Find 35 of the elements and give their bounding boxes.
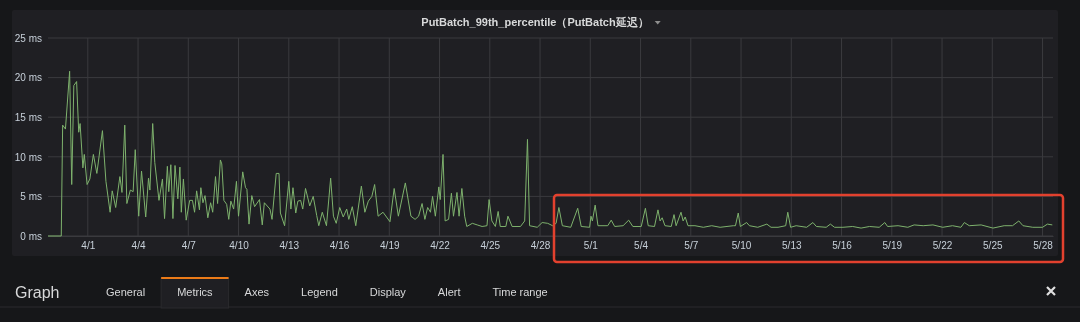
x-tick-label: 5/7 (684, 240, 699, 252)
x-tick-label: 5/10 (731, 240, 752, 252)
x-tick-label: 4/28 (530, 240, 551, 252)
x-tick-label: 4/7 (181, 240, 197, 252)
text: Axes (244, 286, 270, 298)
text: Display (369, 286, 407, 298)
x-tick-label: 5/16 (832, 240, 853, 252)
x-tick-label: 4/19 (380, 240, 400, 252)
x-tick-label: 5/22 (932, 240, 953, 252)
text: Metrics (177, 286, 214, 298)
text: Time range (492, 286, 548, 298)
y-tick-label: 0 ms (20, 230, 42, 242)
x-tick-label: 4/13 (279, 240, 300, 252)
x-tick-label: 5/1 (583, 240, 599, 252)
x-tick-label: 5/28 (1033, 240, 1054, 252)
x-tick-label: 4/10 (229, 240, 250, 252)
text: General (106, 286, 146, 298)
y-tick-label: 15 ms (14, 111, 42, 123)
text: Graph (15, 284, 60, 301)
y-tick-label: 10 ms (14, 151, 42, 163)
x-tick-label: 5/25 (983, 240, 1003, 252)
y-tick-label: 25 ms (14, 32, 42, 44)
x-tick-label: 4/25 (480, 240, 501, 252)
x-tick-label: 5/19 (882, 240, 903, 252)
x-tick-label: 4/22 (430, 240, 451, 252)
x-tick-label: 4/4 (131, 240, 146, 252)
text: Legend (301, 286, 338, 298)
chart-title: PutBatch_99th_percentile（PutBatch延迟） (421, 16, 649, 29)
y-tick-label: 5 ms (20, 191, 42, 203)
x-tick-label: 5/13 (782, 240, 802, 252)
text: Alert (437, 286, 461, 298)
y-tick-label: 20 ms (14, 72, 42, 84)
x-tick-label: 4/1 (81, 240, 96, 252)
x-tick-label: 4/16 (329, 240, 350, 252)
x-tick-label: 5/4 (634, 240, 649, 252)
